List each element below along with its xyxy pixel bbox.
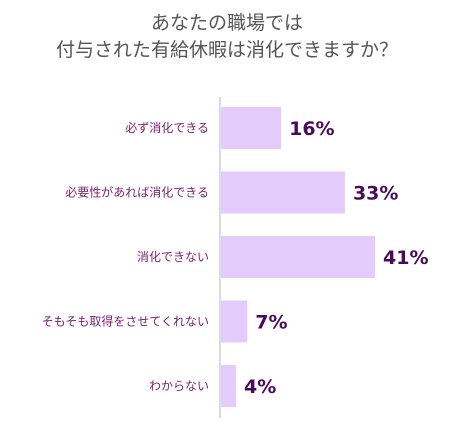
category-label-4: そもそも取得をさせてくれない	[42, 314, 209, 329]
value-label-4: 7%	[255, 312, 287, 334]
chart-title-line-1: あなたの職場では	[150, 12, 303, 34]
chart-title: あなたの職場では 付与された有給休暇は消化できますか？	[0, 10, 454, 64]
bar-5	[221, 365, 237, 407]
category-label-2: 必要性があれば消化できる	[65, 185, 209, 200]
bars-group: 必ず消化できる 16% 必要性があれば消化できる 33% 消化できない 41% そもそも取得…	[42, 107, 428, 407]
category-label-5: わからない	[149, 379, 209, 393]
bar-1	[221, 107, 282, 149]
chart-title-line-2: 付与された有給休暇は消化できますか？	[55, 39, 398, 61]
category-label-1: 必ず消化できる	[125, 121, 209, 135]
value-label-2: 33%	[353, 183, 398, 205]
bar-3	[221, 236, 375, 278]
value-label-1: 16%	[289, 118, 334, 140]
bar-2	[221, 171, 345, 214]
value-label-3: 41%	[383, 247, 428, 269]
category-label-3: 消化できない	[137, 250, 209, 264]
value-label-5: 4%	[244, 376, 276, 398]
bar-4	[221, 300, 248, 343]
